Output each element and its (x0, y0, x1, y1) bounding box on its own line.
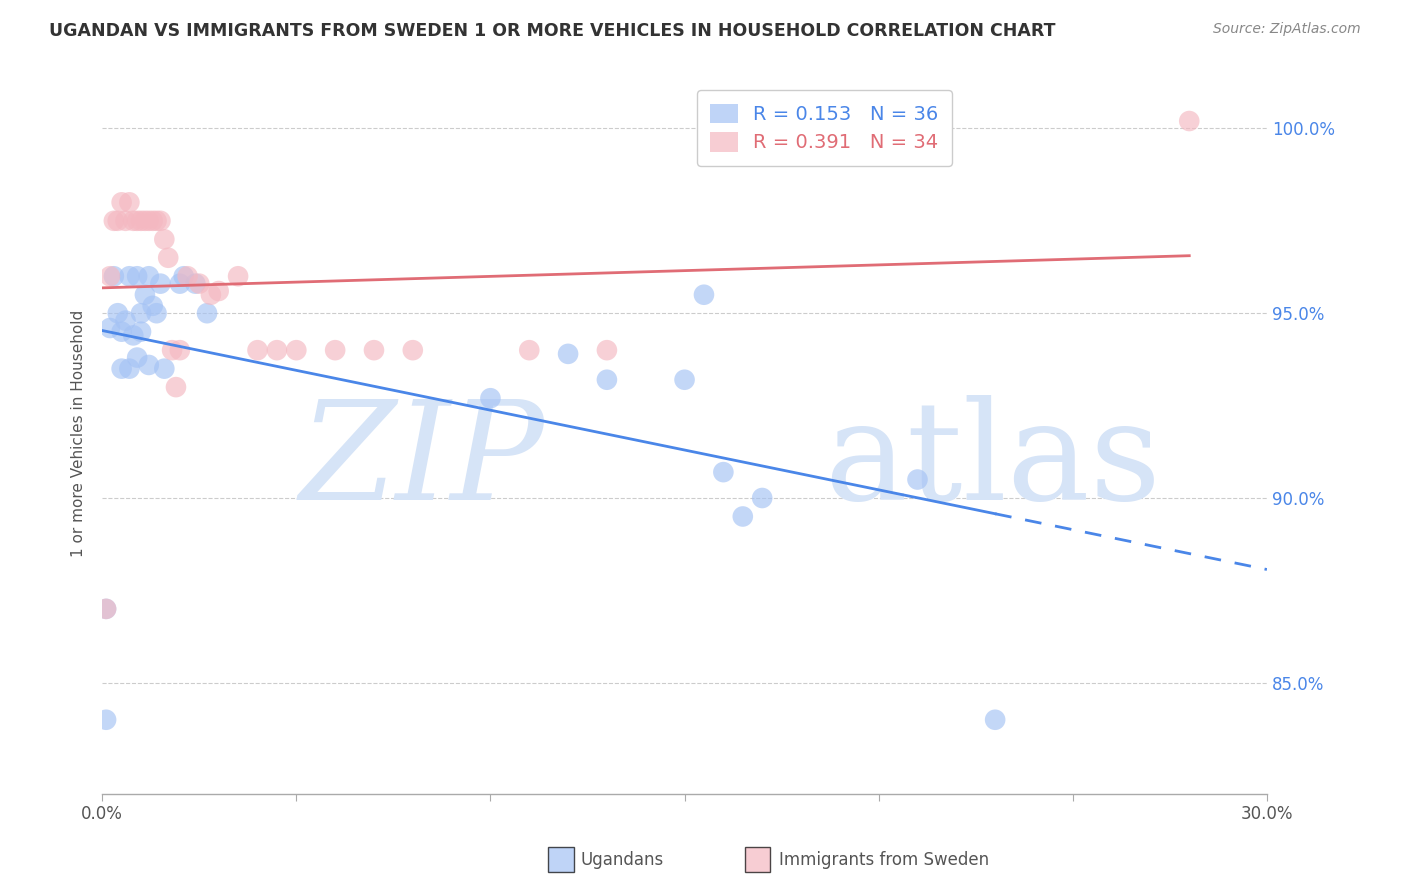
Point (907, 473, 929, 487)
Point (98, 269, 121, 284)
Point (200, 287, 222, 301)
Point (134, 287, 156, 301)
Point (751, 491, 773, 505)
Point (711, 465, 734, 479)
Point (479, 391, 502, 405)
Point (138, 269, 160, 284)
Text: Ugandans: Ugandans (581, 851, 664, 869)
Point (188, 277, 211, 291)
Point (596, 373, 619, 387)
Point (165, 380, 187, 394)
Text: UGANDAN VS IMMIGRANTS FROM SWEDEN 1 OR MORE VEHICLES IN HOUSEHOLD CORRELATION CH: UGANDAN VS IMMIGRANTS FROM SWEDEN 1 OR M… (49, 22, 1056, 40)
Point (517, 343, 540, 358)
Point (173, 269, 195, 284)
Legend: R = 0.153   N = 36, R = 0.391   N = 34: R = 0.153 N = 36, R = 0.391 N = 34 (697, 90, 952, 166)
Point (118, 361, 141, 376)
Point (363, 343, 385, 358)
Point (984, 713, 1007, 727)
Point (145, 214, 167, 228)
Point (94, 713, 117, 727)
Point (153, 232, 176, 246)
Point (127, 351, 149, 365)
Point (127, 214, 149, 228)
Point (129, 306, 152, 320)
Point (94, 602, 117, 616)
Point (127, 269, 149, 284)
Point (323, 343, 346, 358)
Point (149, 277, 172, 291)
Point (266, 343, 288, 358)
Point (122, 214, 145, 228)
Point (1178, 114, 1201, 128)
Point (246, 343, 269, 358)
Point (114, 214, 136, 228)
Point (169, 277, 191, 291)
Point (693, 287, 716, 301)
Point (596, 343, 619, 358)
Point (103, 269, 125, 284)
Point (195, 306, 218, 320)
Point (145, 306, 167, 320)
Text: Immigrants from Sweden: Immigrants from Sweden (779, 851, 988, 869)
Point (184, 277, 207, 291)
Point (118, 269, 141, 284)
Point (142, 214, 165, 228)
Point (153, 361, 176, 376)
Point (111, 325, 134, 339)
Point (169, 343, 191, 358)
Text: Source: ZipAtlas.com: Source: ZipAtlas.com (1213, 22, 1361, 37)
Point (107, 214, 129, 228)
Point (138, 358, 160, 372)
Point (129, 325, 152, 339)
Point (114, 313, 136, 327)
Point (98, 321, 121, 335)
Point (402, 343, 425, 358)
Point (103, 214, 125, 228)
Text: atlas: atlas (824, 395, 1161, 529)
Y-axis label: 1 or more Vehicles in Household: 1 or more Vehicles in Household (72, 310, 86, 557)
Point (673, 373, 696, 387)
Text: ZIP: ZIP (299, 395, 544, 529)
Point (138, 214, 160, 228)
Point (94, 602, 117, 616)
Point (122, 328, 145, 343)
Point (111, 195, 134, 210)
Point (557, 347, 579, 361)
Point (134, 214, 156, 228)
Point (208, 284, 231, 298)
Point (118, 195, 141, 210)
Point (149, 214, 172, 228)
Point (160, 343, 183, 358)
Point (111, 361, 134, 376)
Point (107, 306, 129, 320)
Point (731, 509, 754, 524)
Point (285, 343, 308, 358)
Point (176, 269, 198, 284)
Point (142, 299, 165, 313)
Point (157, 251, 180, 265)
Point (226, 269, 249, 284)
Point (129, 214, 152, 228)
